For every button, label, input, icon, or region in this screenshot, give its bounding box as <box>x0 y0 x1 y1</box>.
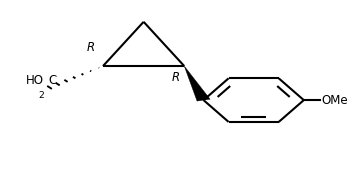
Text: OMe: OMe <box>322 94 348 107</box>
Text: R: R <box>87 41 95 54</box>
Text: 2: 2 <box>38 91 44 100</box>
Text: C: C <box>49 74 57 86</box>
Text: HO: HO <box>26 74 44 86</box>
Polygon shape <box>184 66 210 101</box>
Text: R: R <box>172 71 180 84</box>
